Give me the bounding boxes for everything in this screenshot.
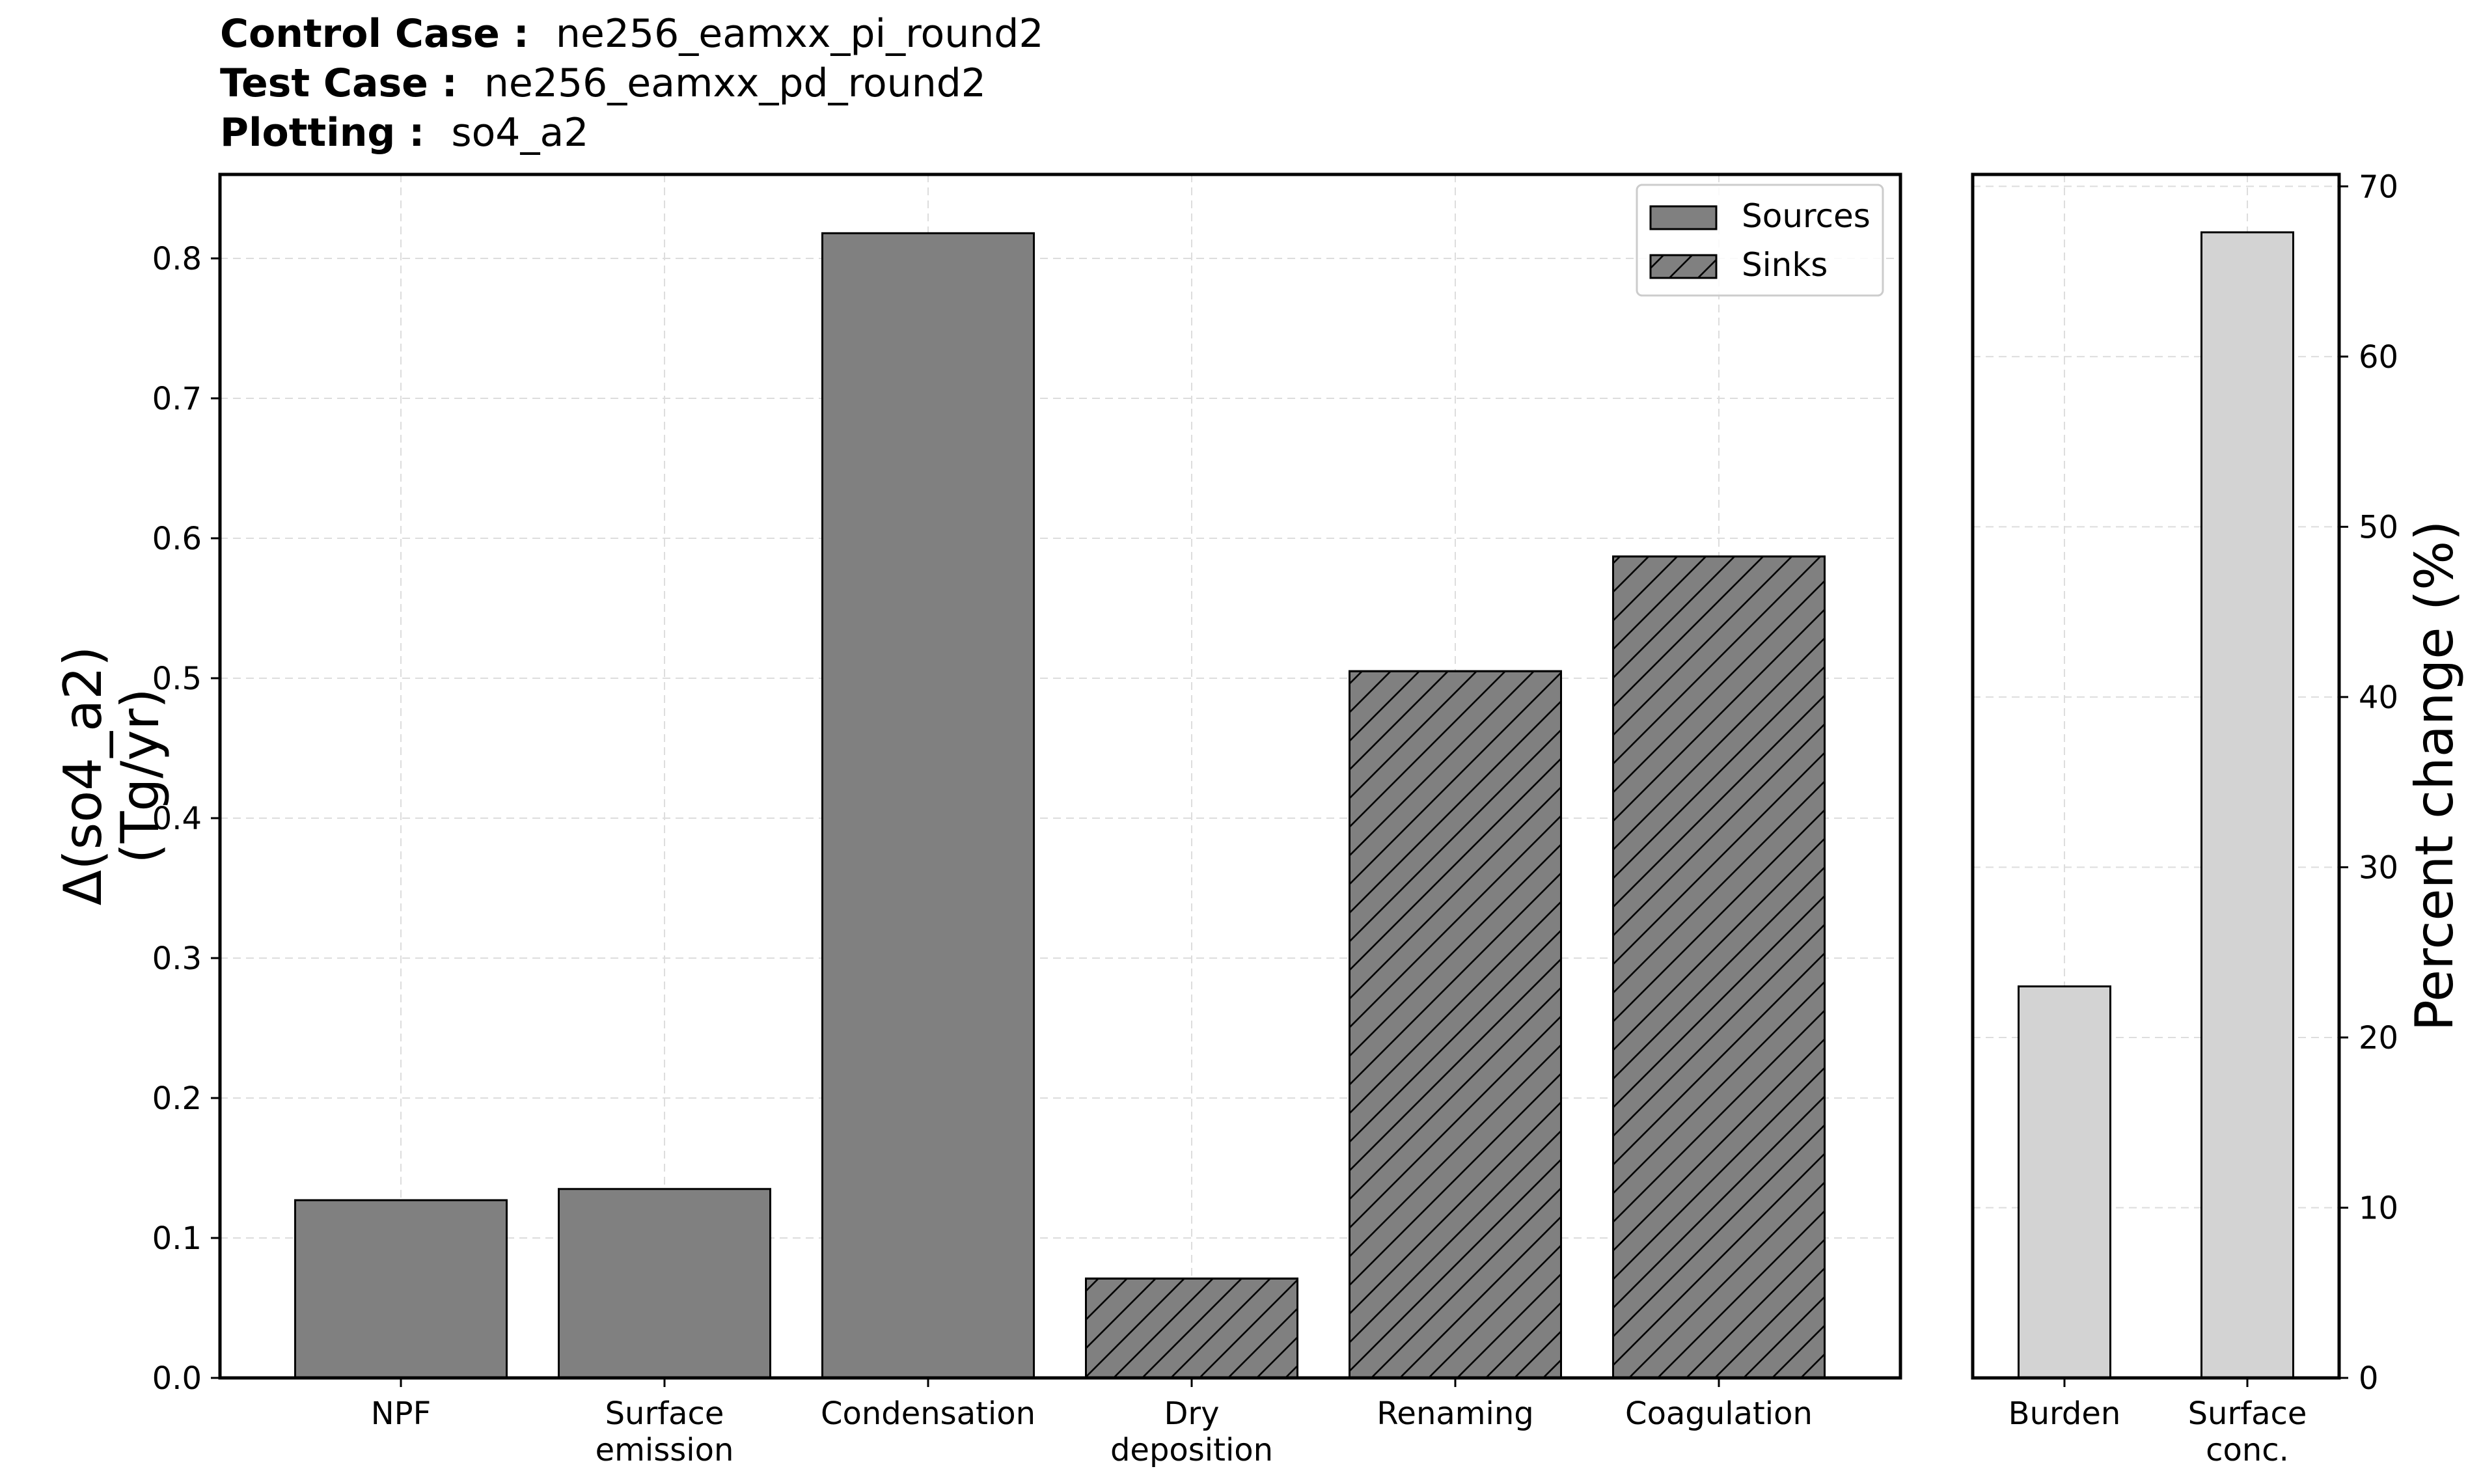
y-tick-label: 40 <box>2359 680 2398 716</box>
y-tick-label: 70 <box>2359 169 2398 205</box>
y-axis-label-line: Δ(so4_a2) <box>53 646 113 906</box>
header-plotting-key: Plotting : <box>220 110 424 156</box>
x-tick-label: NPF <box>371 1395 431 1432</box>
y-tick-label: 50 <box>2359 509 2398 545</box>
header-control-value: ne256_eamxx_pi_round2 <box>556 11 1044 57</box>
x-tick-label: conc. <box>2206 1432 2289 1468</box>
y-tick-label: 0 <box>2359 1360 2379 1397</box>
bar-surface-conc <box>2200 231 2294 1379</box>
y-tick-label: 10 <box>2359 1190 2398 1226</box>
legend-label-sinks: Sinks <box>1742 246 1828 284</box>
y-tick-label: 20 <box>2359 1020 2398 1056</box>
legend-label-sources: Sources <box>1742 197 1871 235</box>
y-tick-label: 0.0 <box>152 1360 202 1397</box>
y-tick-label: 0.5 <box>152 661 202 697</box>
budget-axes-frame <box>218 172 1902 1380</box>
y-axis-label-line: (Tg/yr) <box>110 688 171 863</box>
budget-legend: Sources Sinks <box>1636 184 1884 297</box>
x-tick-label: deposition <box>1110 1432 1273 1468</box>
y-tick-label: 0.6 <box>152 521 202 557</box>
budget-y-axis-label: Δ(so4_a2)(Tg/yr) <box>53 646 171 906</box>
bar-hatch <box>1349 670 1562 1379</box>
bar-hatch <box>1612 555 1826 1379</box>
x-tick-label: Renaming <box>1377 1395 1534 1432</box>
bar-condensation <box>821 232 1035 1379</box>
x-tick-label: Burden <box>2008 1395 2121 1432</box>
percent-bars <box>2018 231 2294 1379</box>
y-tick-label: 0.3 <box>152 941 202 977</box>
legend-swatch-sinks-hatch <box>1649 254 1718 279</box>
header-line-plotting: Plotting : so4_a2 <box>220 110 588 156</box>
percent-y-axis-label: Percent change (%) <box>2404 521 2465 1032</box>
budget-y-axis: 0.0 0.1 0.2 0.3 0.4 0.5 0.6 0.7 0.8 <box>152 241 220 1397</box>
y-tick-label: 0.8 <box>152 241 202 277</box>
y-tick-label: 0.4 <box>152 801 202 837</box>
budget-bars <box>294 232 1826 1379</box>
bar-npf <box>294 1199 508 1379</box>
y-tick-label: 0.2 <box>152 1080 202 1117</box>
x-tick-label: emission <box>596 1432 734 1468</box>
header-plotting-value: so4_a2 <box>451 110 588 156</box>
header-test-key: Test Case : <box>220 61 458 106</box>
x-tick-label: Coagulation <box>1625 1395 1813 1432</box>
percent-y-axis: 0 10 20 30 40 50 60 70 <box>2339 169 2398 1397</box>
bar-burden <box>2018 985 2111 1379</box>
y-tick-label: 60 <box>2359 339 2398 376</box>
bar-hatch <box>1085 1277 1298 1379</box>
budget-chart: 0.0 0.1 0.2 0.3 0.4 0.5 0.6 0.7 0.8 NPF Surfaceem… <box>53 172 1902 1468</box>
legend-swatch-sources <box>1649 205 1718 230</box>
x-tick-label: Surface <box>605 1395 724 1432</box>
header-test-value: ne256_eamxx_pd_round2 <box>484 61 986 106</box>
header-control-key: Control Case : <box>220 11 529 57</box>
bar-surface-emission <box>558 1188 771 1379</box>
y-tick-label: 0.1 <box>152 1220 202 1257</box>
x-tick-label: Condensation <box>821 1395 1035 1432</box>
x-tick-label: Surface <box>2188 1395 2307 1432</box>
percent-axes-frame <box>1971 172 2341 1380</box>
y-tick-label: 30 <box>2359 849 2398 886</box>
header-line-test: Test Case : ne256_eamxx_pd_round2 <box>220 61 986 106</box>
y-tick-label: 0.7 <box>152 381 202 417</box>
x-tick-label: Dry <box>1164 1395 1219 1432</box>
header: Control Case : ne256_eamxx_pi_round2 Tes… <box>220 11 1044 156</box>
header-line-control: Control Case : ne256_eamxx_pi_round2 <box>220 11 1044 57</box>
